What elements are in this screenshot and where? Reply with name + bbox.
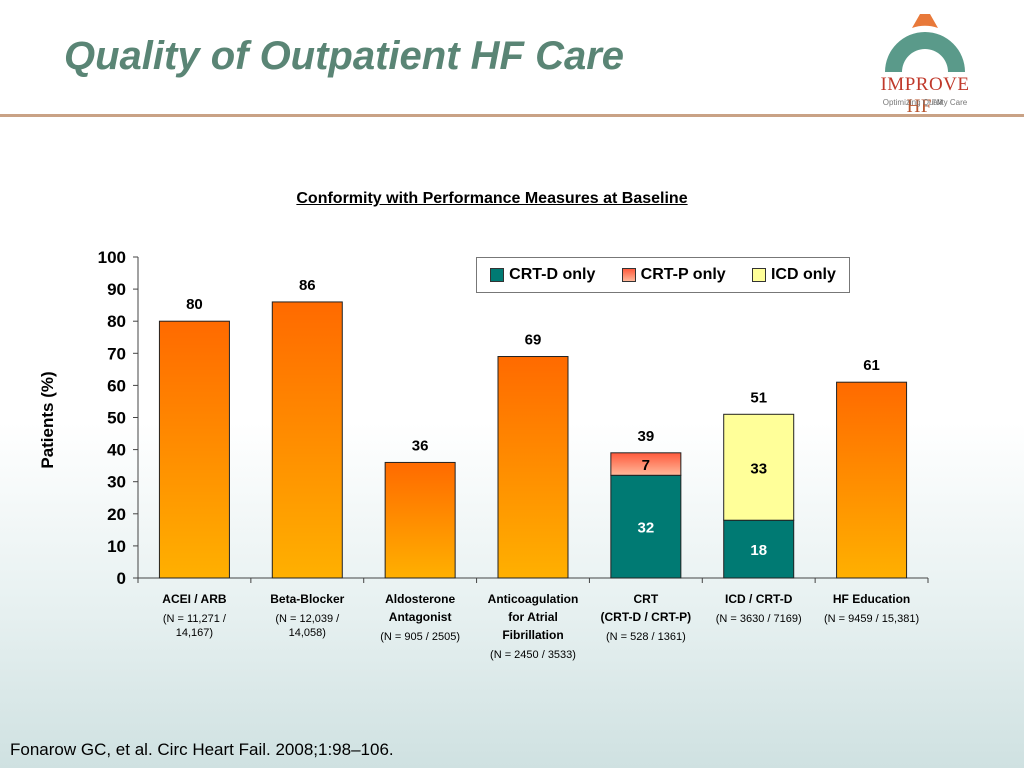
citation-footer: Fonarow GC, et al. Circ Heart Fail. 2008… [10, 740, 394, 759]
bar [836, 381, 908, 579]
y-tick-label: 100 [98, 248, 126, 267]
y-tick-label: 70 [107, 344, 126, 363]
x-category-label: ICD / CRT-D (N = 3630 / 7169) [703, 590, 815, 626]
category-name: HF Education [832, 592, 911, 606]
y-tick-label: 60 [107, 376, 126, 395]
title-divider [0, 114, 1024, 117]
y-tick-label: 20 [107, 505, 126, 524]
y-tick-label: 40 [107, 441, 126, 460]
bar [384, 461, 456, 579]
x-category-label: ACEI / ARB (N = 11,271 /14,167) [138, 590, 250, 640]
logo-wordmark: IMPROVE HFTM [880, 74, 970, 117]
y-tick-label: 30 [107, 473, 126, 492]
chart-legend: CRT-D only CRT-P only ICD only [476, 257, 850, 293]
legend-item-crt-d: CRT-D only [490, 266, 595, 284]
category-name: Beta-Blocker [270, 592, 345, 606]
x-category-label: CRT (CRT-D / CRT-P) (N = 528 / 1361) [590, 590, 702, 644]
legend-swatch-crt-d [490, 268, 505, 282]
category-sample-size: (N = 528 / 1361) [605, 631, 686, 643]
legend-item-icd: ICD only [751, 266, 836, 284]
category-name: Aldosterone Antagonist [385, 592, 456, 624]
x-category-label: Anticoagulation for Atrial Fibrillation (N … [477, 590, 589, 662]
segment-value-label: 7 [642, 457, 650, 474]
chart-title: Conformity with Performance Measures at … [296, 190, 688, 207]
category-name: Anticoagulation for Atrial Fibrillation [487, 592, 579, 642]
bar-total-label: 36 [412, 437, 429, 454]
y-tick-label: 80 [107, 312, 126, 331]
bar-segment [723, 413, 795, 521]
y-tick-label: 50 [107, 409, 126, 428]
legend-item-crt-p: CRT-P only [621, 266, 726, 284]
bar-segment [610, 452, 682, 476]
logo-arch-icon [885, 14, 965, 72]
y-tick-label: 0 [117, 569, 126, 588]
x-category-label: Aldosterone Antagonist (N = 905 / 2505) [364, 590, 476, 644]
bar-total-label: 86 [299, 277, 316, 294]
segment-value-label: 18 [750, 542, 767, 559]
bar-segment [610, 474, 682, 579]
category-sample-size: (N = 11,271 /14,167) [162, 613, 226, 639]
bar-segment [723, 519, 795, 579]
category-name: CRT (CRT-D / CRT-P) [600, 592, 692, 624]
segment-value-label: 32 [638, 520, 655, 537]
category-sample-size: (N = 9459 / 15,381) [824, 613, 920, 625]
bar-total-label: 80 [186, 296, 203, 313]
x-category-label: Beta-Blocker (N = 12,039 /14,058) [251, 590, 363, 640]
y-tick-label: 10 [107, 537, 126, 556]
category-sample-size: (N = 2450 / 3533) [490, 649, 576, 661]
legend-swatch-crt-p [621, 268, 636, 282]
legend-label: ICD only [770, 266, 836, 283]
segment-value-label: 33 [750, 460, 767, 477]
bar-total-label: 39 [638, 428, 655, 445]
legend-label: CRT-D only [509, 266, 596, 283]
x-category-label: HF Education (N = 9459 / 15,381) [816, 590, 928, 626]
bar-total-label: 61 [863, 357, 880, 374]
bar-total-label: 51 [750, 389, 767, 406]
improve-hf-logo: IMPROVE HFTM Optimizing Quality Care [860, 8, 990, 117]
category-sample-size: (N = 12,039 /14,058) [275, 613, 340, 639]
bar [271, 301, 343, 579]
legend-swatch-icd [751, 268, 766, 282]
legend-label: CRT-P only [640, 266, 726, 283]
category-name: ICD / CRT-D [725, 592, 793, 606]
category-sample-size: (N = 3630 / 7169) [715, 613, 802, 625]
category-name: ACEI / ARB [162, 592, 227, 606]
bar-total-label: 69 [525, 332, 542, 349]
y-tick-label: 90 [107, 280, 126, 299]
bar [158, 320, 230, 579]
logo-tagline: Optimizing Quality Care [882, 98, 968, 107]
category-sample-size: (N = 905 / 2505) [380, 631, 461, 643]
slide-title: Quality of Outpatient HF Care [64, 34, 625, 78]
bar [497, 356, 569, 579]
